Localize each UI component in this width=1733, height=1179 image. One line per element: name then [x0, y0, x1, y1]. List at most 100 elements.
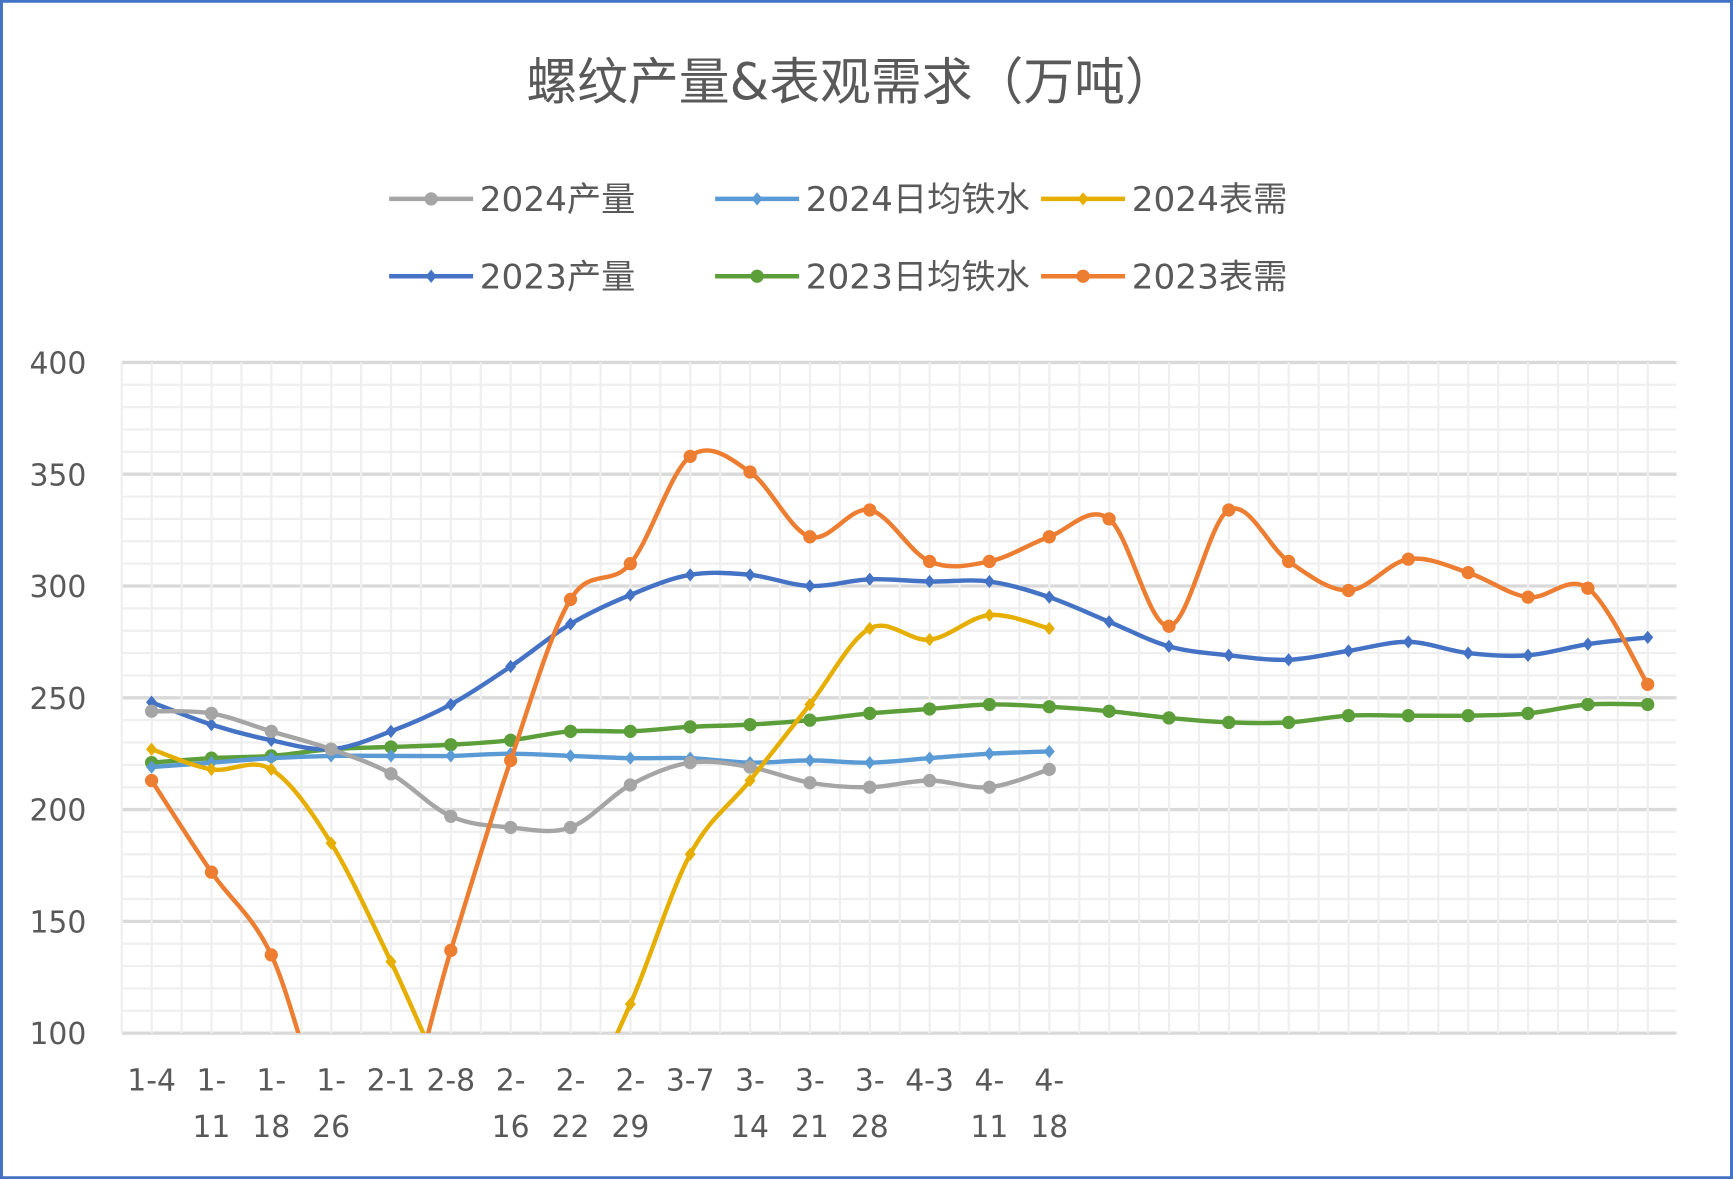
data-point — [684, 568, 696, 582]
data-point — [204, 865, 219, 879]
data-point — [144, 773, 159, 788]
data-point — [623, 724, 637, 738]
data-point — [1521, 590, 1535, 604]
data-point — [1581, 581, 1595, 595]
data-point — [1581, 697, 1595, 712]
data-point — [324, 742, 338, 756]
legend-item: 2023表需 — [1041, 257, 1287, 297]
x-tick-label: 16 — [492, 1110, 530, 1145]
data-point — [1163, 639, 1175, 653]
x-tick-label: 2- — [496, 1064, 526, 1099]
series-2023产量 — [146, 568, 1654, 756]
data-point — [1282, 554, 1296, 569]
data-point — [204, 706, 219, 721]
data-point — [982, 697, 997, 712]
x-tick-label: 4-3 — [905, 1064, 954, 1099]
data-point — [1102, 512, 1116, 526]
data-point — [623, 557, 637, 571]
x-tick-label: 3-7 — [666, 1064, 715, 1099]
gridlines — [120, 360, 1677, 1035]
x-tick-label: 2-1 — [367, 1064, 416, 1099]
x-tick-label: 28 — [851, 1110, 889, 1145]
data-point — [384, 767, 398, 781]
x-tick-label: 3- — [795, 1064, 825, 1099]
data-point — [743, 717, 757, 732]
data-point — [563, 592, 578, 607]
data-point — [1641, 697, 1655, 712]
data-point — [1282, 715, 1296, 730]
data-point — [683, 449, 697, 463]
data-point — [1043, 621, 1055, 636]
data-point — [1522, 648, 1534, 662]
x-tick-label: 21 — [791, 1110, 829, 1145]
data-point — [1102, 704, 1116, 718]
data-point — [1222, 715, 1236, 730]
data-point — [863, 503, 877, 517]
series-line — [150, 570, 1648, 752]
x-tick-label: 26 — [312, 1110, 350, 1145]
legend-item: 2024产量 — [389, 180, 635, 220]
x-tick-label: 4- — [975, 1064, 1005, 1099]
y-tick-label: 350 — [29, 458, 86, 493]
legend-marker — [424, 192, 438, 206]
data-point — [146, 742, 158, 756]
x-tick-label: 1-4 — [127, 1064, 176, 1099]
data-point — [1283, 653, 1295, 667]
data-point — [444, 943, 458, 958]
data-point — [1342, 644, 1355, 658]
data-point — [1103, 615, 1115, 629]
y-tick-label: 200 — [29, 794, 86, 829]
data-point — [863, 780, 877, 794]
data-point — [385, 749, 397, 763]
data-point — [1461, 565, 1475, 580]
legend-item: 2023日均铁水 — [715, 257, 1030, 297]
x-tick-label: 1- — [316, 1064, 346, 1099]
data-point — [444, 809, 458, 823]
data-point — [683, 755, 697, 770]
series-line — [151, 708, 1050, 834]
data-point — [684, 847, 696, 861]
data-point — [803, 776, 817, 790]
data-point — [205, 717, 217, 732]
y-tick-label: 150 — [29, 905, 86, 940]
x-tick-label: 11 — [192, 1110, 230, 1145]
data-point — [264, 948, 278, 962]
data-point — [385, 954, 397, 969]
data-point — [864, 572, 876, 586]
data-point — [1042, 762, 1056, 776]
data-point — [505, 659, 517, 674]
data-point — [1223, 648, 1235, 662]
data-point — [564, 749, 577, 763]
data-point — [922, 773, 937, 788]
data-point — [864, 755, 876, 770]
data-point — [1042, 700, 1056, 714]
data-point — [264, 724, 278, 738]
data-point — [1461, 709, 1475, 723]
data-point — [563, 724, 578, 738]
data-point — [983, 608, 995, 622]
data-point — [1521, 706, 1535, 721]
y-tick-label: 400 — [29, 346, 86, 381]
data-point — [1222, 503, 1236, 517]
data-point — [864, 621, 876, 636]
x-tick-label: 3- — [855, 1064, 885, 1099]
x-tick-label: 18 — [1030, 1110, 1068, 1145]
legend-item: 2024日均铁水 — [715, 180, 1030, 220]
data-point — [983, 574, 995, 589]
legend-marker — [750, 269, 764, 283]
x-tick-label: 4- — [1034, 1064, 1064, 1099]
data-point — [445, 749, 457, 763]
data-point — [1641, 677, 1655, 692]
data-point — [982, 780, 997, 794]
series-2023表需 — [144, 448, 1655, 1034]
data-point — [683, 720, 697, 734]
data-point — [743, 760, 757, 774]
x-tick-label: 14 — [731, 1110, 769, 1145]
data-point — [1042, 530, 1056, 544]
legend-label: 2023日均铁水 — [806, 257, 1030, 297]
data-point — [863, 706, 877, 721]
x-tick-label: 3- — [735, 1064, 765, 1099]
x-tick-label: 22 — [552, 1110, 590, 1145]
